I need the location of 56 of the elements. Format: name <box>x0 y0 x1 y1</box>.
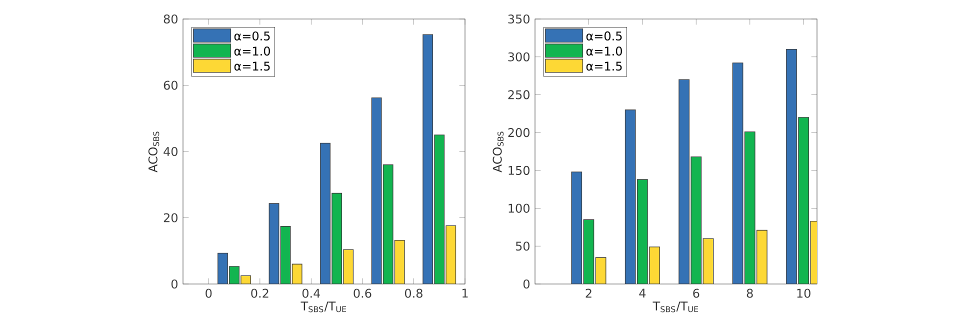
bar <box>744 131 756 284</box>
bar <box>280 226 291 284</box>
bar <box>732 62 744 284</box>
x-tick-label: 0.8 <box>404 288 422 298</box>
x-tick-label: 0.4 <box>302 288 320 298</box>
y-axis-title: ACO$_{SBS}$ <box>148 132 160 172</box>
legend-label: α=0.5 <box>234 31 270 41</box>
y-tick-label: 50 <box>516 242 530 251</box>
x-tick-label: 2 <box>586 288 592 298</box>
bar <box>332 192 342 284</box>
y-tick-label: 100 <box>508 204 530 213</box>
y-tick-label: 20 <box>164 213 178 222</box>
x-tick-label: 0 <box>206 288 212 298</box>
y-tick-label: 350 <box>508 14 530 24</box>
legend-label: α=1.5 <box>234 62 270 71</box>
y-tick-label: 150 <box>508 166 530 175</box>
bar <box>394 240 405 284</box>
bar <box>624 110 636 284</box>
x-tick-label: 0.6 <box>354 288 372 298</box>
x-tick-label: 1 <box>462 288 468 298</box>
legend-label: α=1.0 <box>234 46 270 56</box>
y-axis-title: ACO$_{SBS}$ <box>492 132 504 172</box>
bar <box>702 238 714 284</box>
y-tick-label: 300 <box>508 52 530 62</box>
legend-label: α=1.5 <box>586 62 622 71</box>
x-axis-title: T$_{SBS}$/T$_{UE}$ <box>300 302 346 312</box>
bar <box>229 266 240 284</box>
y-tick-label: 250 <box>508 90 530 100</box>
bar <box>798 117 810 284</box>
x-tick-label: 8 <box>746 288 753 298</box>
bar <box>786 48 797 284</box>
x-tick-label: 10 <box>797 288 810 298</box>
legend-label: α=0.5 <box>586 31 622 41</box>
bar <box>678 79 690 284</box>
bar <box>571 172 582 284</box>
y-tick-label: 40 <box>164 146 178 156</box>
y-tick-label: 60 <box>164 80 178 90</box>
bar <box>343 249 354 284</box>
y-tick-label: 200 <box>508 128 530 138</box>
y-tick-label: 80 <box>164 14 178 24</box>
x-axis-title: T$_{SBS}$/T$_{UE}$ <box>652 302 698 312</box>
bar <box>382 164 394 284</box>
bar <box>649 246 660 284</box>
bar <box>595 257 606 284</box>
bar <box>756 230 768 284</box>
y-tick-label: 0 <box>523 279 530 289</box>
y-tick-label: 0 <box>171 279 178 289</box>
bar <box>446 225 456 284</box>
legend-label: α=1.0 <box>586 46 622 56</box>
x-tick-label: 6 <box>693 288 700 298</box>
bar <box>583 219 594 284</box>
bar <box>434 134 445 284</box>
x-tick-label: 0.2 <box>251 288 268 298</box>
bar <box>636 179 648 284</box>
x-tick-label: 4 <box>639 288 646 298</box>
bar <box>690 156 702 284</box>
